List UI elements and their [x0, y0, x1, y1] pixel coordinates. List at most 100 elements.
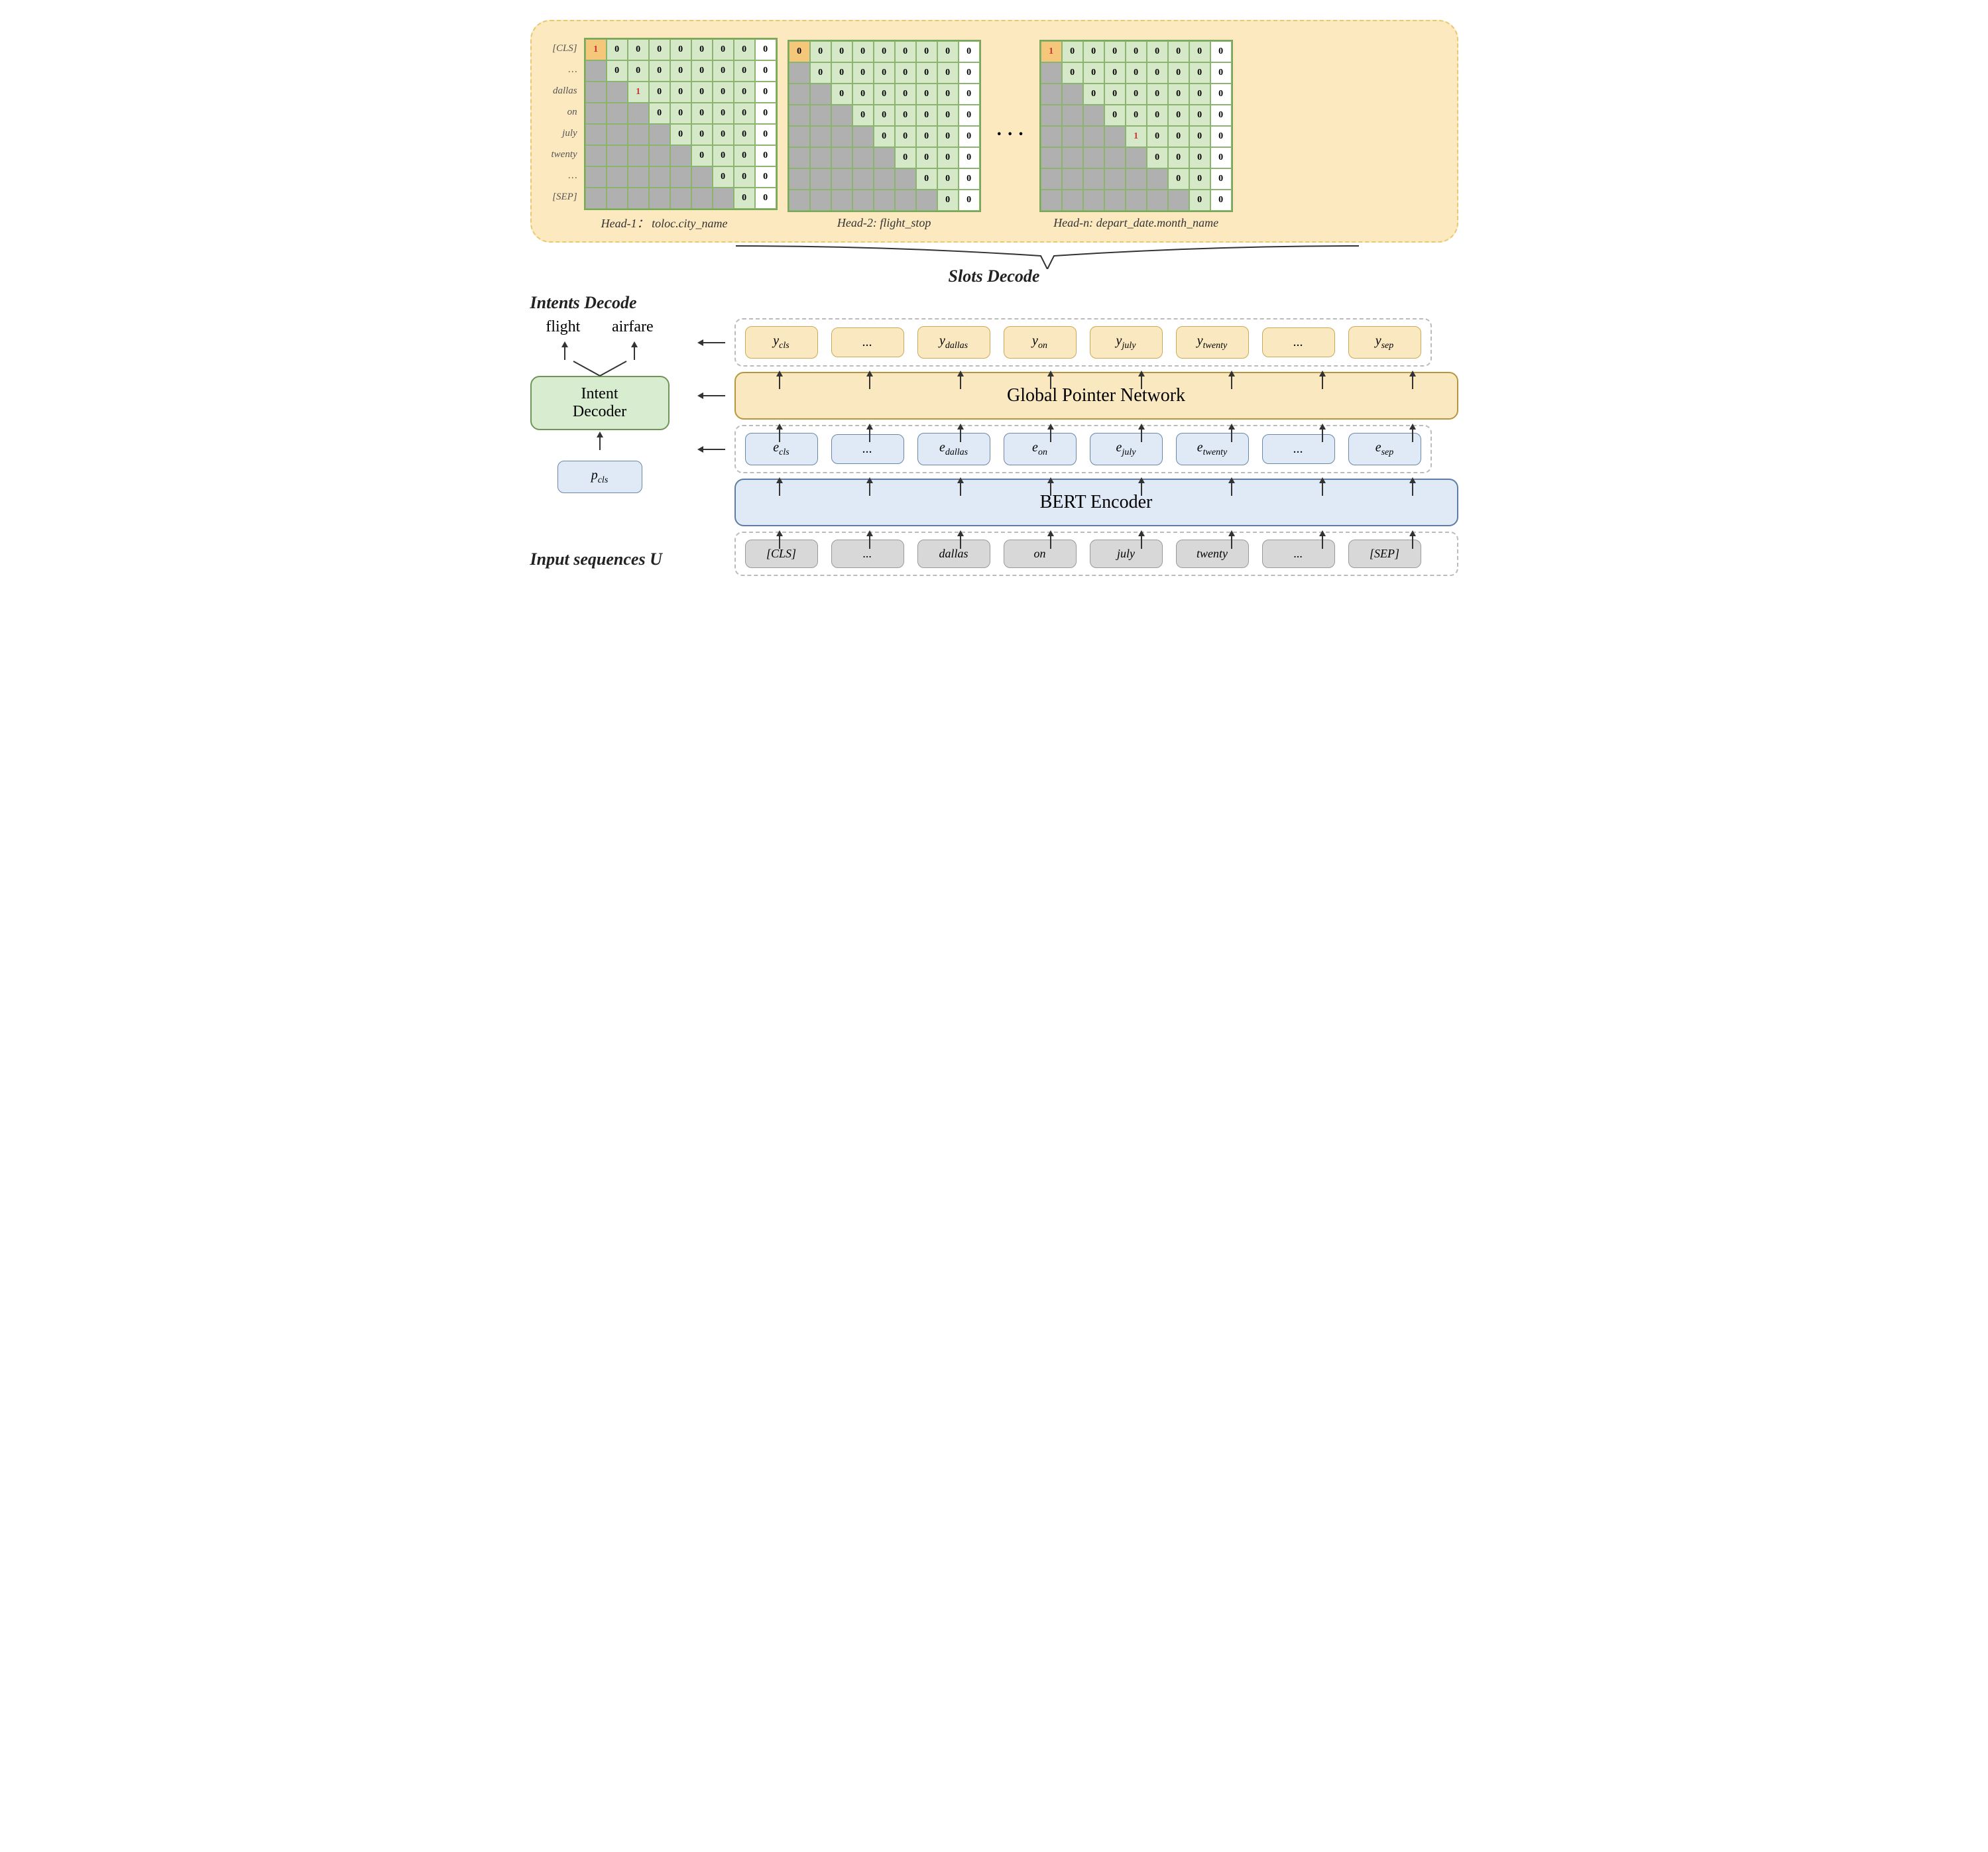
matrix-cell [649, 188, 670, 209]
input-tokens-row: [CLS]...dallasonjulytwenty...[SEP] [734, 532, 1458, 576]
matrix-cell [670, 145, 691, 166]
p-cls-token: pcls [557, 461, 642, 493]
matrix-cell [1041, 190, 1062, 211]
intent-decoder-block: Intent Decoder [530, 376, 670, 430]
token: ydallas [917, 326, 990, 359]
global-pointer-network: Global Pointer Network [734, 372, 1458, 420]
matrix-row-labels: [CLS]…dallasonjulytwenty…[SEP] [552, 38, 580, 207]
matrix-cell: 0 [755, 103, 776, 124]
token: ytwenty [1176, 326, 1249, 359]
matrix-cell: 0 [1126, 84, 1147, 105]
matrix-cell: 0 [1168, 62, 1189, 84]
matrix-cell: 0 [959, 62, 980, 84]
matrix-cell: 0 [1126, 41, 1147, 62]
token: yon [1004, 326, 1077, 359]
matrix-cell [810, 126, 831, 147]
matrix-cell: 0 [916, 105, 937, 126]
matrix-cell: 0 [831, 84, 852, 105]
matrix-cell: 0 [755, 166, 776, 188]
matrix-cell: 0 [895, 126, 916, 147]
matrix-cell [628, 188, 649, 209]
matrix-cell: 0 [937, 168, 959, 190]
matrix-cell: 0 [713, 103, 734, 124]
matrix-cell [831, 147, 852, 168]
token: ... [831, 434, 904, 464]
matrix-cell: 0 [1083, 84, 1104, 105]
matrix-cell: 0 [831, 41, 852, 62]
attention-matrix: 1000000000000000000000000000001000000000… [1039, 40, 1233, 230]
matrix-cell: 0 [916, 62, 937, 84]
matrix-cell [789, 84, 810, 105]
matrix-cell [1062, 126, 1083, 147]
matrix-cell [670, 188, 691, 209]
left-arrow-icon [703, 449, 725, 450]
curly-brace [729, 243, 1366, 269]
matrix-cell: 0 [1104, 41, 1126, 62]
token: etwenty [1176, 433, 1249, 465]
e-tokens-row: ecls...edallaseonejulyetwenty...esep [734, 425, 1432, 473]
matrix-cell: 0 [852, 41, 874, 62]
matrix-cell: 0 [755, 188, 776, 209]
main-pipeline: ycls...ydallasyonyjulyytwenty...ysep Glo… [703, 318, 1458, 576]
matrix-cell [810, 147, 831, 168]
matrix-cell: 0 [649, 39, 670, 60]
matrix-cell [628, 166, 649, 188]
matrix-cell: 0 [1083, 41, 1104, 62]
matrix-cell: 0 [1210, 168, 1232, 190]
matrix-cell [1104, 190, 1126, 211]
token: dallas [917, 540, 990, 568]
matrix-cell: 1 [1126, 126, 1147, 147]
token: ... [1262, 327, 1335, 357]
matrix-cell [1041, 62, 1062, 84]
matrix-cell [1126, 147, 1147, 168]
token: ... [831, 327, 904, 357]
matrix-cell: 0 [937, 84, 959, 105]
matrix-cell [585, 60, 607, 82]
matrix-cell [1083, 126, 1104, 147]
matrix-cell [607, 82, 628, 103]
split-arrow-icon [547, 359, 653, 377]
matrix-cell: 0 [713, 82, 734, 103]
matrix-cell [691, 166, 713, 188]
matrix-cell: 0 [937, 62, 959, 84]
matrix-cell [916, 190, 937, 211]
left-arrow-icon [703, 395, 725, 396]
matrix-cell [1126, 190, 1147, 211]
matrix-cell: 0 [895, 41, 916, 62]
matrix-cell: 0 [1210, 147, 1232, 168]
matrix-cell: 0 [1147, 105, 1168, 126]
matrix-cell: 0 [916, 84, 937, 105]
matrix-cell [1062, 84, 1083, 105]
matrix-cell: 0 [1168, 105, 1189, 126]
matrix-cell: 0 [734, 103, 755, 124]
matrix-cell: 0 [1189, 62, 1210, 84]
matrix-cell: 0 [755, 124, 776, 145]
matrix-cell: 0 [874, 105, 895, 126]
matrix-cell: 0 [874, 41, 895, 62]
token: ysep [1348, 326, 1421, 359]
matrix-cell: 0 [1104, 84, 1126, 105]
matrix-cell: 0 [937, 105, 959, 126]
matrix-cell: 0 [959, 168, 980, 190]
matrix-cell [874, 147, 895, 168]
slots-decode-label: Slots Decode [530, 266, 1458, 286]
matrix-cell: 0 [874, 62, 895, 84]
intent-output-flight: flight [546, 318, 580, 336]
matrix-cell: 0 [670, 60, 691, 82]
token: on [1004, 540, 1077, 568]
matrix-cell [831, 105, 852, 126]
ellipsis: · · · [991, 124, 1029, 145]
matrix-cell [789, 147, 810, 168]
matrix-cell [1104, 147, 1126, 168]
matrix-caption: Head-2: flight_stop [837, 216, 931, 230]
matrix-cell [649, 124, 670, 145]
matrix-cell: 0 [874, 126, 895, 147]
matrix-cell: 0 [789, 41, 810, 62]
matrix-cell: 0 [649, 82, 670, 103]
matrix-cell: 0 [810, 41, 831, 62]
matrix-cell [810, 190, 831, 211]
bert-encoder: BERT Encoder [734, 479, 1458, 526]
matrix-cell: 0 [607, 60, 628, 82]
matrix-cell [1104, 126, 1126, 147]
matrix-cell [1041, 126, 1062, 147]
